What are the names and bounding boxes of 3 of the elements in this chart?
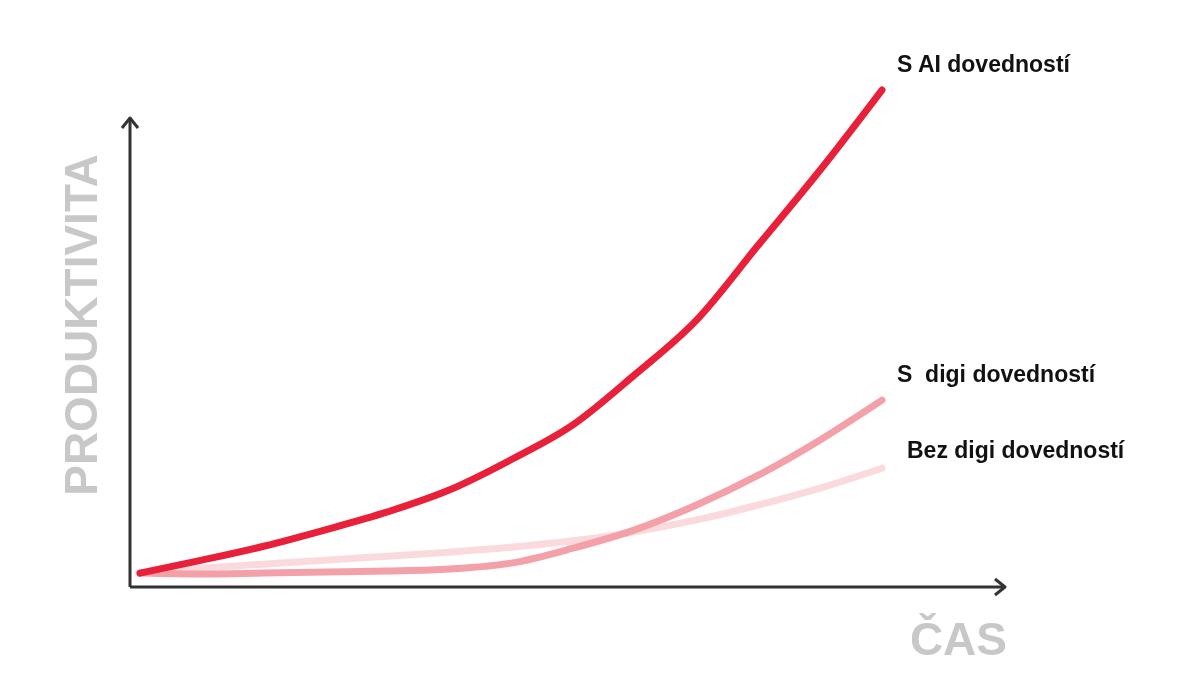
series-label: Bez digi dovedností: [907, 437, 1126, 464]
series-label: S digi dovedností: [897, 361, 1097, 388]
series-label: S AI dovedností: [897, 51, 1072, 77]
